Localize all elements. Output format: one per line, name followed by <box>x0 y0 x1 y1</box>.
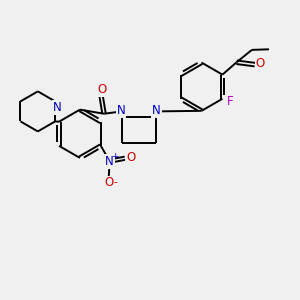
Text: O: O <box>105 176 114 189</box>
Text: O: O <box>97 83 106 96</box>
Text: O: O <box>256 57 265 70</box>
Text: N: N <box>117 104 125 117</box>
Text: -: - <box>113 177 117 188</box>
Text: N: N <box>53 101 62 114</box>
Text: F: F <box>226 94 233 108</box>
Text: N: N <box>152 104 161 117</box>
Text: +: + <box>111 152 118 161</box>
Text: N: N <box>105 155 114 168</box>
Text: O: O <box>126 151 136 164</box>
